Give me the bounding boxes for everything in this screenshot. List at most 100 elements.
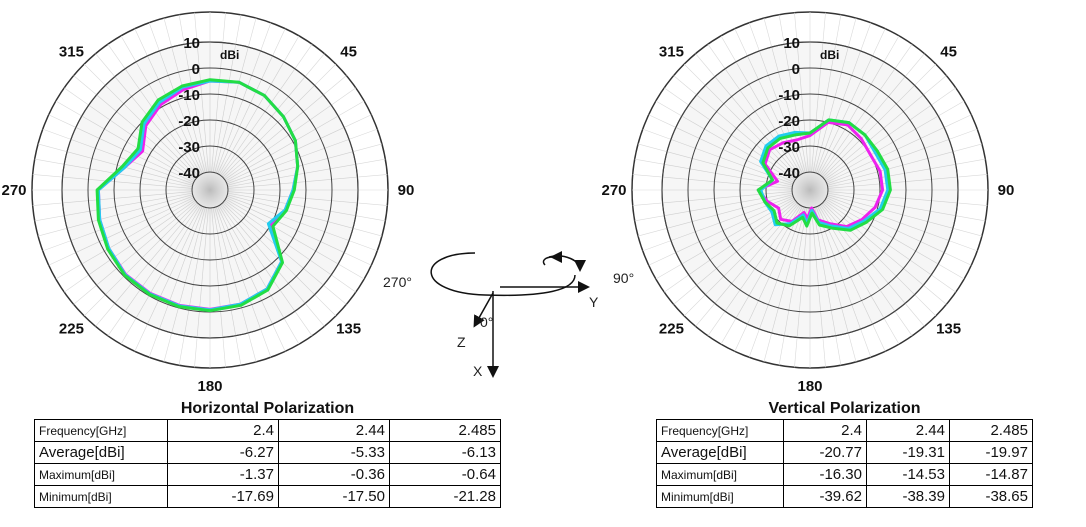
polar-spoke	[196, 207, 209, 338]
polar-outer-tick	[637, 228, 668, 237]
table-row: Minimum[dBi] -17.69 -17.50 -21.28	[34, 485, 501, 508]
polar-spoke	[114, 76, 199, 177]
angle-tick-label: 135	[936, 321, 961, 338]
polar-spoke	[224, 200, 332, 276]
polar-outer-tick	[314, 63, 337, 86]
polar-spoke	[747, 55, 803, 174]
polar-outer-tick	[904, 303, 925, 327]
polar-spoke	[675, 127, 794, 183]
radial-tick-label: -20	[778, 113, 800, 130]
polar-spoke	[227, 151, 354, 186]
polar-spoke	[211, 207, 224, 338]
polar-spoke	[724, 68, 800, 176]
polar-outer-tick	[120, 35, 137, 62]
label-y-axis: Y	[589, 294, 599, 310]
radial-tick-label: -10	[178, 87, 200, 104]
polar-outer-tick	[178, 14, 185, 45]
table-cell: -5.33	[278, 441, 390, 464]
polar-outer-tick	[348, 240, 378, 252]
table-cell: -17.50	[278, 485, 390, 508]
polar-outer-tick	[763, 17, 772, 48]
vertical-polarization-table: Frequency[GHz] 2.4 2.44 2.485 Average[dB…	[656, 419, 1033, 508]
polar-spoke	[171, 46, 206, 173]
polar-outer-tick	[664, 87, 689, 106]
polar-spoke	[105, 85, 198, 178]
angle-tick-label: 0	[806, 0, 814, 3]
polar-spoke	[226, 127, 345, 183]
polar-outer-tick	[695, 303, 716, 327]
polar-outer-tick	[763, 332, 772, 363]
table-cell: -38.39	[866, 485, 950, 508]
polar-spoke	[147, 206, 203, 325]
polar-spoke	[222, 202, 315, 295]
polar-spoke	[784, 207, 808, 336]
polar-outer-tick	[314, 294, 337, 317]
polar-outer-tick	[957, 202, 988, 206]
polar-ring	[739, 119, 881, 261]
angle-tick-label: 315	[59, 43, 84, 60]
polar-outer-tick	[634, 158, 665, 165]
table-header-row: Frequency[GHz] 2.4 2.44 2.485	[34, 419, 501, 442]
polar-outer-tick	[948, 240, 978, 252]
table-cell: 2.44	[866, 419, 950, 442]
polar-spoke	[681, 115, 795, 182]
polar-outer-tick	[148, 328, 160, 358]
polar-spoke	[215, 206, 261, 330]
polar-spoke	[226, 195, 350, 241]
polar-spoke	[662, 191, 793, 204]
polar-outer-tick	[778, 14, 785, 45]
polar-outer-tick	[294, 311, 313, 336]
polar-spoke	[217, 55, 273, 174]
polar-outer-tick	[235, 14, 242, 45]
polar-spoke	[826, 195, 950, 241]
vertical-polarization-section: Vertical Polarization Frequency[GHz] 2.4…	[656, 399, 1033, 508]
polar-outer-tick	[222, 12, 226, 43]
polar-spoke	[696, 94, 797, 179]
polar-ring	[661, 41, 959, 339]
angle-tick-label: 180	[797, 378, 822, 395]
polar-outer-tick	[683, 294, 706, 317]
polar-spoke	[662, 176, 793, 189]
polar-spoke	[827, 164, 956, 188]
polar-outer-tick	[55, 100, 82, 117]
polar-spoke	[771, 46, 806, 173]
polar-spoke	[815, 50, 861, 174]
polar-outer-tick	[194, 337, 198, 368]
polar-spoke	[821, 76, 906, 177]
polar-outer-tick	[107, 44, 126, 69]
radial-tick-label: 0	[792, 61, 800, 78]
polar-outer-tick	[148, 22, 160, 52]
polar-spoke	[784, 44, 808, 173]
angle-tick-label: 45	[340, 43, 357, 60]
polar-spoke	[714, 76, 799, 177]
polar-spoke	[124, 204, 200, 312]
polar-spoke	[226, 197, 345, 253]
polar-outer-tick	[55, 263, 82, 280]
polar-spoke	[218, 61, 285, 175]
polar-spoke	[81, 198, 195, 265]
polar-spoke	[222, 85, 315, 178]
polar-outer-tick	[42, 240, 72, 252]
polar-outer-tick	[235, 335, 242, 366]
table-row: Maximum[dBi] -16.30 -14.53 -14.87	[656, 463, 1033, 486]
angle-tick-label: 90	[398, 182, 415, 199]
polar-spoke	[811, 207, 824, 338]
polar-outer-tick	[695, 53, 716, 77]
polar-spoke	[223, 201, 324, 286]
polar-outer-tick	[955, 158, 986, 165]
polar-outer-tick	[944, 114, 972, 128]
polar-spoke	[825, 198, 939, 265]
polar-outer-tick	[338, 100, 365, 117]
table-row: Minimum[dBi] -39.62 -38.39 -38.65	[656, 485, 1033, 508]
table-cell: -17.69	[167, 485, 279, 508]
table-cell: 2.4	[167, 419, 279, 442]
polar-outer-tick	[720, 318, 737, 345]
polar-spoke	[211, 42, 224, 173]
polar-spoke	[96, 94, 197, 179]
polar-outer-tick	[634, 215, 665, 222]
table-cell: 2.44	[278, 419, 390, 442]
radial-tick-label: -40	[178, 165, 200, 182]
radial-tick-label: -40	[778, 165, 800, 182]
polar-spoke	[759, 206, 805, 330]
polar-ring	[191, 171, 229, 209]
